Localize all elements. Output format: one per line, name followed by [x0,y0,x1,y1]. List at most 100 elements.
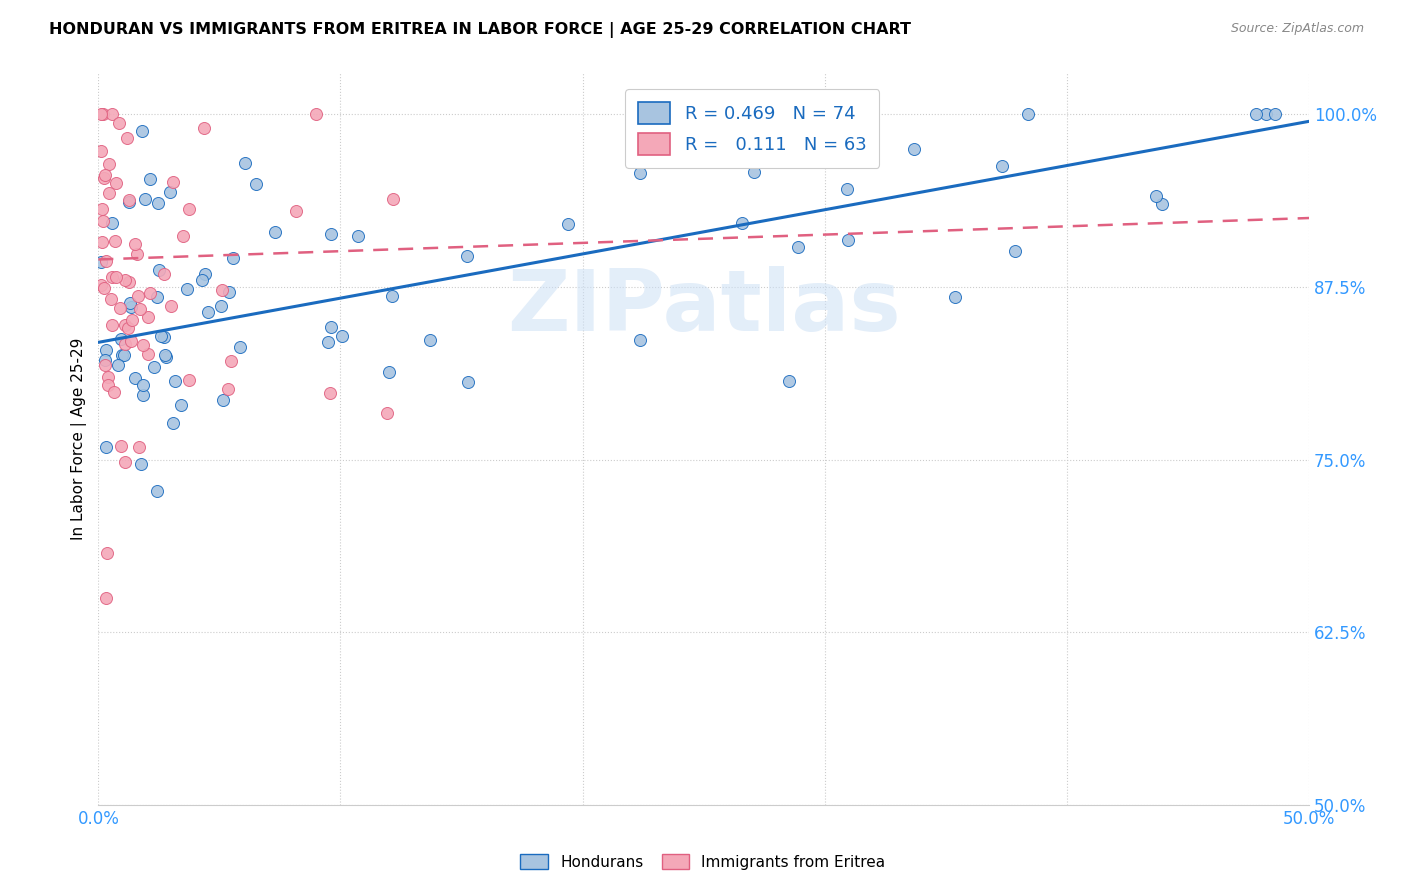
Point [90,202,112,216]
Point [90,277,112,292]
Point [245,178,267,192]
Point [1264,107,1286,121]
Point [118,296,141,310]
Point [457,375,479,389]
Point [1017,107,1039,121]
Point [118,193,141,207]
Point [96,547,118,561]
Point [837,234,859,248]
Point [127,289,149,303]
Point [148,263,170,277]
Point [194,267,217,281]
Point [94,254,117,268]
Point [100,107,122,121]
Point [155,350,177,364]
Point [100,292,122,306]
Point [91,214,114,228]
Point [319,319,342,334]
Point [378,365,401,379]
Point [145,289,167,303]
Point [318,386,340,401]
Point [93,281,115,295]
Point [222,251,245,265]
Point [138,286,160,301]
Point [284,204,307,219]
Point [153,268,176,282]
Point [101,318,124,332]
Point [93,107,115,121]
Point [218,285,240,299]
Point [346,229,368,244]
Point [114,273,136,287]
Text: Source: ZipAtlas.com: Source: ZipAtlas.com [1230,22,1364,36]
Point [104,176,127,190]
Point [110,332,132,346]
Point [90,145,112,159]
Point [991,159,1014,173]
Point [107,358,129,372]
Point [456,249,478,263]
Point [375,406,398,420]
Point [145,484,167,499]
Point [115,130,138,145]
Point [110,439,132,453]
Point [191,273,214,287]
Point [129,301,152,316]
Point [120,334,142,348]
Text: ZIPatlas: ZIPatlas [506,266,901,349]
Point [209,299,232,313]
Point [108,301,131,316]
Point [330,329,353,343]
Point [129,457,152,471]
Point [94,440,117,454]
Point [835,182,858,196]
Y-axis label: In Labor Force | Age 25-29: In Labor Force | Age 25-29 [72,338,87,541]
Point [101,216,124,230]
Point [120,300,142,314]
Point [118,275,141,289]
Point [90,235,112,250]
Point [159,185,181,199]
Legend: Hondurans, Immigrants from Eritrea: Hondurans, Immigrants from Eritrea [513,846,893,877]
Point [107,116,129,130]
Text: HONDURAN VS IMMIGRANTS FROM ERITREA IN LABOR FORCE | AGE 25-29 CORRELATION CHART: HONDURAN VS IMMIGRANTS FROM ERITREA IN L… [49,22,911,38]
Point [316,334,339,349]
Point [263,225,285,239]
Point [1152,196,1174,211]
Point [212,392,235,407]
Point [557,217,579,231]
Point [176,282,198,296]
Point [170,398,193,412]
Point [93,171,115,186]
Point [162,416,184,430]
Point [193,120,215,135]
Point [219,353,242,368]
Point [165,374,187,388]
Point [136,347,159,361]
Point [132,387,155,401]
Point [742,165,765,179]
Point [150,329,173,343]
Point [103,385,125,400]
Point [321,227,343,241]
Point [229,340,252,354]
Point [778,374,800,388]
Point [105,269,128,284]
Point [136,310,159,324]
Point [160,299,183,313]
Point [114,337,136,351]
Point [139,171,162,186]
Point [124,371,146,385]
Point [121,313,143,327]
Point [419,333,441,347]
Point [381,288,404,302]
Point [787,240,810,254]
Point [628,166,651,180]
Point [1144,189,1167,203]
Point [162,175,184,189]
Point [101,269,124,284]
Point [94,359,117,373]
Point [1244,107,1267,121]
Point [110,348,132,362]
Point [146,196,169,211]
